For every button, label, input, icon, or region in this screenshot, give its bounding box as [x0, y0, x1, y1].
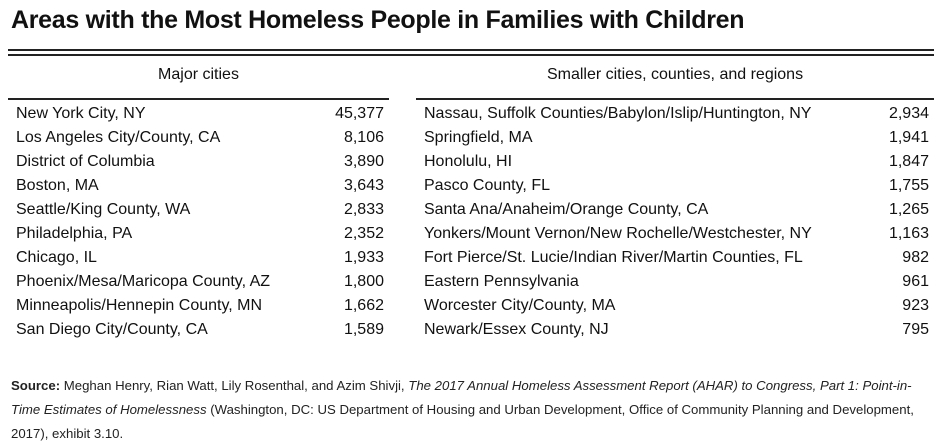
- title-rule-top: [8, 49, 934, 51]
- table-row: Newark/Essex County, NJ 795: [416, 318, 934, 342]
- area-name: Santa Ana/Anaheim/Orange County, CA: [424, 201, 709, 218]
- table-row: Los Angeles City/County, CA 8,106: [8, 126, 389, 150]
- major-cities-rows: New York City, NY 45,377 Los Angeles City/…: [8, 100, 389, 342]
- area-name: Nassau, Suffolk Counties/Babylon/Islip/H…: [424, 105, 812, 122]
- area-name: Seattle/King County, WA: [16, 201, 191, 218]
- table-row: Chicago, IL 1,933: [8, 246, 389, 270]
- area-name: Phoenix/Mesa/Maricopa County, AZ: [16, 273, 271, 290]
- title-rule-bottom: [8, 54, 934, 56]
- major-cities-header: Major cities: [8, 64, 389, 100]
- table-row: Boston, MA 3,643: [8, 174, 389, 198]
- table-row: Yonkers/Mount Vernon/New Rochelle/Westch…: [416, 222, 934, 246]
- homeless-count: 2,352: [343, 225, 384, 242]
- area-name: Philadelphia, PA: [16, 225, 133, 242]
- table-row: Seattle/King County, WA 2,833: [8, 198, 389, 222]
- table-row: Springfield, MA 1,941: [416, 126, 934, 150]
- table-row: San Diego City/County, CA 1,589: [8, 318, 389, 342]
- area-name: Eastern Pennsylvania: [424, 273, 579, 290]
- smaller-areas-header: Smaller cities, counties, and regions: [416, 64, 934, 100]
- homeless-count: 923: [902, 297, 929, 314]
- homeless-count: 1,800: [343, 273, 384, 290]
- table-row: Fort Pierce/St. Lucie/Indian River/Marti…: [416, 246, 934, 270]
- area-name: Yonkers/Mount Vernon/New Rochelle/Westch…: [424, 225, 812, 242]
- area-name: Minneapolis/Hennepin County, MN: [16, 297, 263, 314]
- homeless-count: 1,941: [888, 129, 929, 146]
- homeless-count: 2,833: [343, 201, 384, 218]
- area-name: Fort Pierce/St. Lucie/Indian River/Marti…: [424, 249, 803, 266]
- homeless-count: 1,755: [888, 177, 929, 194]
- homeless-count: 1,933: [343, 249, 384, 266]
- table-row: Honolulu, HI 1,847: [416, 150, 934, 174]
- homeless-count: 795: [902, 321, 929, 338]
- homeless-count: 1,163: [888, 225, 929, 242]
- homeless-count: 1,589: [343, 321, 384, 338]
- table-row: Nassau, Suffolk Counties/Babylon/Islip/H…: [416, 102, 934, 126]
- table-row: Santa Ana/Anaheim/Orange County, CA 1,265: [416, 198, 934, 222]
- homeless-count: 3,890: [343, 153, 384, 170]
- source-publication: (Washington, DC: US Department of Housin…: [11, 402, 914, 441]
- homeless-count: 1,265: [888, 201, 929, 218]
- smaller-areas-rows: Nassau, Suffolk Counties/Babylon/Islip/H…: [416, 100, 934, 342]
- major-cities-table: Major cities New York City, NY 45,377 Los …: [8, 64, 389, 342]
- table-row: Philadelphia, PA 2,352: [8, 222, 389, 246]
- homeless-count: 8,106: [343, 129, 384, 146]
- homeless-count: 982: [902, 249, 929, 266]
- area-name: District of Columbia: [16, 153, 155, 170]
- table-row: Phoenix/Mesa/Maricopa County, AZ 1,800: [8, 270, 389, 294]
- area-name: Newark/Essex County, NJ: [424, 321, 609, 338]
- area-name: Boston, MA: [16, 177, 99, 194]
- area-name: Honolulu, HI: [424, 153, 513, 170]
- table-row: Worcester City/County, MA 923: [416, 294, 934, 318]
- smaller-areas-table: Smaller cities, counties, and regions Na…: [416, 64, 934, 342]
- source-work-title: The 2017 Annual Homeless Assessment Repo…: [11, 378, 912, 417]
- table-row: New York City, NY 45,377: [8, 102, 389, 126]
- homeless-count: 1,662: [343, 297, 384, 314]
- homeless-count: 2,934: [888, 105, 929, 122]
- area-name: Pasco County, FL: [424, 177, 550, 194]
- homeless-count: 45,377: [335, 105, 384, 122]
- table-row: District of Columbia 3,890: [8, 150, 389, 174]
- page-title: Areas with the Most Homeless People in F…: [11, 6, 745, 34]
- homeless-count: 961: [902, 273, 929, 290]
- area-name: San Diego City/County, CA: [16, 321, 208, 338]
- table-row: Eastern Pennsylvania 961: [416, 270, 934, 294]
- area-name: Worcester City/County, MA: [424, 297, 616, 314]
- homeless-count: 1,847: [888, 153, 929, 170]
- source-note: Source: Meghan Henry, Rian Watt, Lily Ro…: [11, 374, 931, 445]
- area-name: Springfield, MA: [424, 129, 533, 146]
- area-name: Chicago, IL: [16, 249, 97, 266]
- table-row: Pasco County, FL 1,755: [416, 174, 934, 198]
- source-authors: Meghan Henry, Rian Watt, Lily Rosenthal,…: [60, 378, 409, 393]
- homeless-count: 3,643: [343, 177, 384, 194]
- source-label: Source:: [11, 378, 61, 393]
- table-row: Minneapolis/Hennepin County, MN 1,662: [8, 294, 389, 318]
- area-name: New York City, NY: [16, 105, 146, 122]
- area-name: Los Angeles City/County, CA: [16, 129, 221, 146]
